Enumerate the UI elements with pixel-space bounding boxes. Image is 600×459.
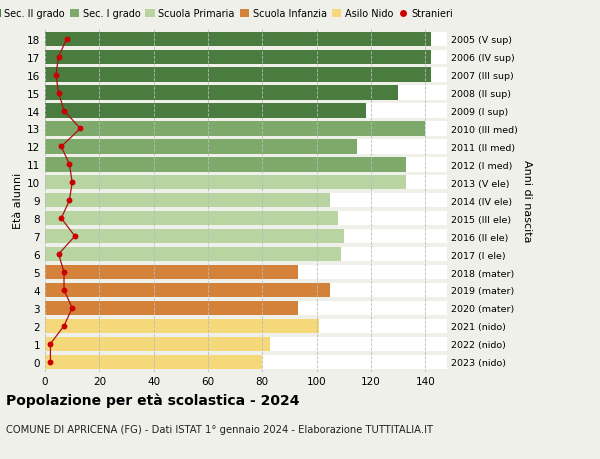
Point — [56, 143, 66, 151]
Legend: Sec. II grado, Sec. I grado, Scuola Primaria, Scuola Infanzia, Asilo Nido, Stran: Sec. II grado, Sec. I grado, Scuola Prim… — [0, 6, 457, 23]
Bar — [45, 50, 431, 65]
Point — [65, 161, 74, 168]
Bar — [45, 337, 447, 351]
Point — [59, 269, 69, 276]
Bar — [45, 283, 447, 297]
Point — [59, 287, 69, 294]
Text: Popolazione per età scolastica - 2024: Popolazione per età scolastica - 2024 — [6, 392, 299, 407]
Bar — [45, 104, 365, 118]
Point — [62, 36, 71, 43]
Bar — [45, 194, 330, 208]
Bar — [45, 86, 398, 101]
Bar — [45, 230, 344, 244]
Bar — [45, 247, 341, 262]
Point — [54, 90, 64, 97]
Bar — [45, 50, 447, 65]
Bar — [45, 86, 447, 101]
Bar — [45, 33, 447, 47]
Point — [51, 72, 61, 79]
Point — [56, 215, 66, 223]
Bar — [45, 140, 358, 154]
Bar — [45, 176, 447, 190]
Bar — [45, 33, 431, 47]
Point — [67, 179, 77, 186]
Point — [65, 197, 74, 204]
Bar — [45, 355, 262, 369]
Bar — [45, 301, 298, 315]
Text: COMUNE DI APRICENA (FG) - Dati ISTAT 1° gennaio 2024 - Elaborazione TUTTITALIA.I: COMUNE DI APRICENA (FG) - Dati ISTAT 1° … — [6, 425, 433, 435]
Bar — [45, 319, 319, 333]
Y-axis label: Anni di nascita: Anni di nascita — [522, 160, 532, 242]
Y-axis label: Età alunni: Età alunni — [13, 173, 23, 229]
Bar — [45, 319, 447, 333]
Bar — [45, 140, 447, 154]
Point — [46, 341, 55, 348]
Bar — [45, 301, 447, 315]
Bar — [45, 68, 447, 83]
Bar — [45, 122, 447, 136]
Bar — [45, 194, 447, 208]
Point — [59, 323, 69, 330]
Bar — [45, 355, 447, 369]
Point — [70, 233, 80, 241]
Bar — [45, 104, 447, 118]
Bar — [45, 283, 330, 297]
Bar — [45, 337, 271, 351]
Bar — [45, 247, 447, 262]
Point — [46, 358, 55, 366]
Bar — [45, 212, 447, 226]
Point — [59, 107, 69, 115]
Point — [54, 251, 64, 258]
Bar — [45, 230, 447, 244]
Bar — [45, 158, 447, 172]
Bar — [45, 158, 406, 172]
Bar — [45, 122, 425, 136]
Point — [54, 54, 64, 61]
Bar — [45, 68, 431, 83]
Bar — [45, 176, 406, 190]
Bar — [45, 212, 338, 226]
Bar — [45, 265, 298, 280]
Point — [67, 305, 77, 312]
Point — [76, 125, 85, 133]
Bar — [45, 265, 447, 280]
